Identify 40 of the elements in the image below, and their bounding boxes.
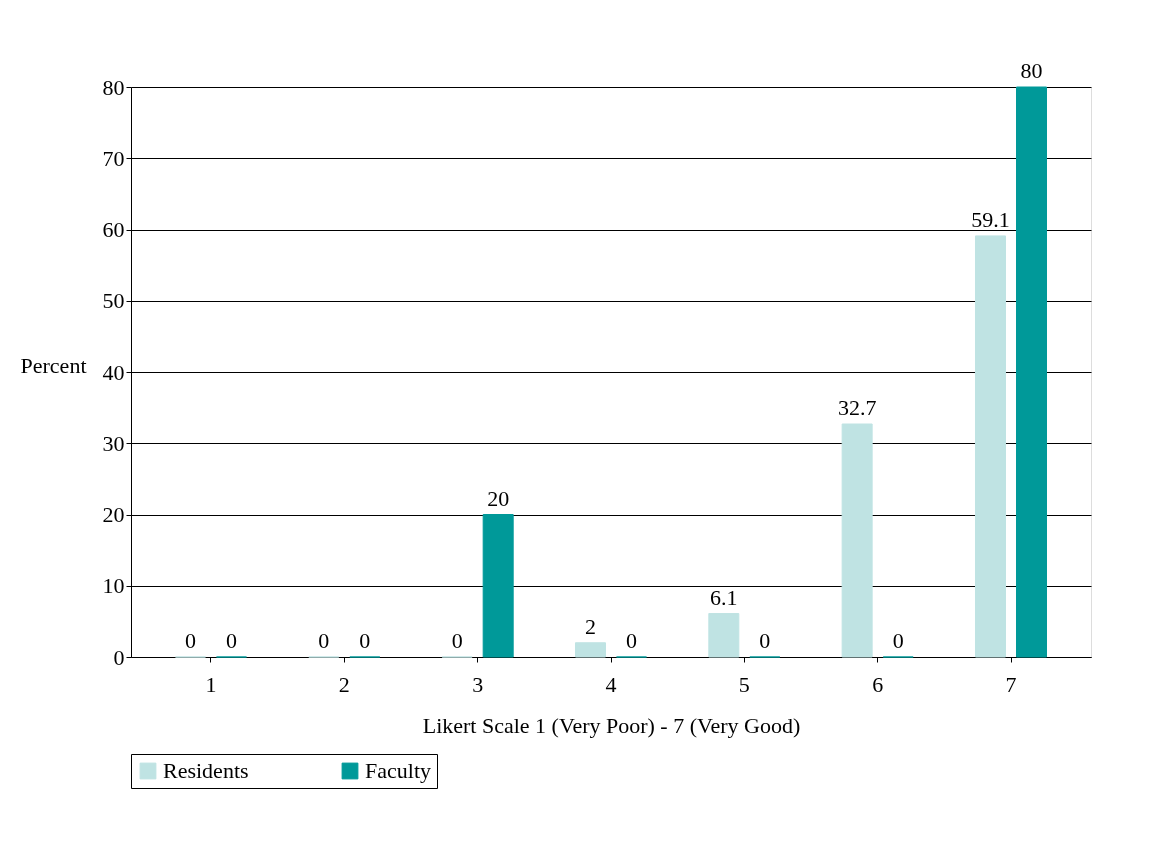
x-tick-label: 5: [738, 671, 750, 697]
bar: [974, 235, 1006, 658]
data-label: 6.1: [710, 584, 738, 610]
bar: [1016, 86, 1048, 658]
y-tick-label: 50: [102, 288, 125, 314]
x-tick-label: 7: [1005, 671, 1017, 697]
data-label: 0: [184, 628, 196, 653]
y-tick-label: 80: [102, 74, 125, 100]
x-tick-label: 1: [205, 671, 217, 697]
y-tick-label: 40: [102, 359, 125, 385]
y-tick-label: 20: [102, 502, 125, 527]
data-label: 0: [318, 628, 330, 653]
data-label: 0: [226, 628, 238, 653]
data-label: 32.7: [837, 395, 877, 421]
bar: [841, 423, 873, 658]
x-axis-title: Likert Scale 1 (Very Poor) - 7 (Very Good): [422, 712, 801, 738]
legend-label: Faculty: [365, 758, 431, 783]
x-tick-label: 2: [338, 671, 350, 697]
bar: [708, 613, 740, 658]
bar: [574, 642, 606, 658]
x-tick-label: 4: [605, 671, 617, 697]
y-tick-label: 30: [102, 430, 125, 456]
x-tick-label: 3: [472, 671, 484, 697]
bar: [482, 514, 514, 658]
data-label: 0: [451, 628, 463, 653]
y-tick-label: 10: [102, 573, 125, 599]
data-label: 20: [487, 485, 510, 511]
legend-label: Residents: [163, 758, 249, 783]
y-tick-label: 60: [102, 217, 125, 242]
y-axis-title: Percent: [20, 352, 87, 378]
y-tick-label: 0: [113, 644, 125, 670]
data-label: 0: [759, 628, 771, 653]
data-label: 80: [1020, 58, 1043, 83]
y-tick-label: 70: [102, 145, 125, 171]
data-label: 0: [359, 628, 371, 653]
x-tick-label: 6: [872, 671, 884, 697]
data-label: 0: [626, 628, 638, 653]
data-label: 2: [584, 613, 596, 639]
data-label: 0: [892, 628, 904, 653]
data-label: 59.1: [971, 206, 1010, 232]
